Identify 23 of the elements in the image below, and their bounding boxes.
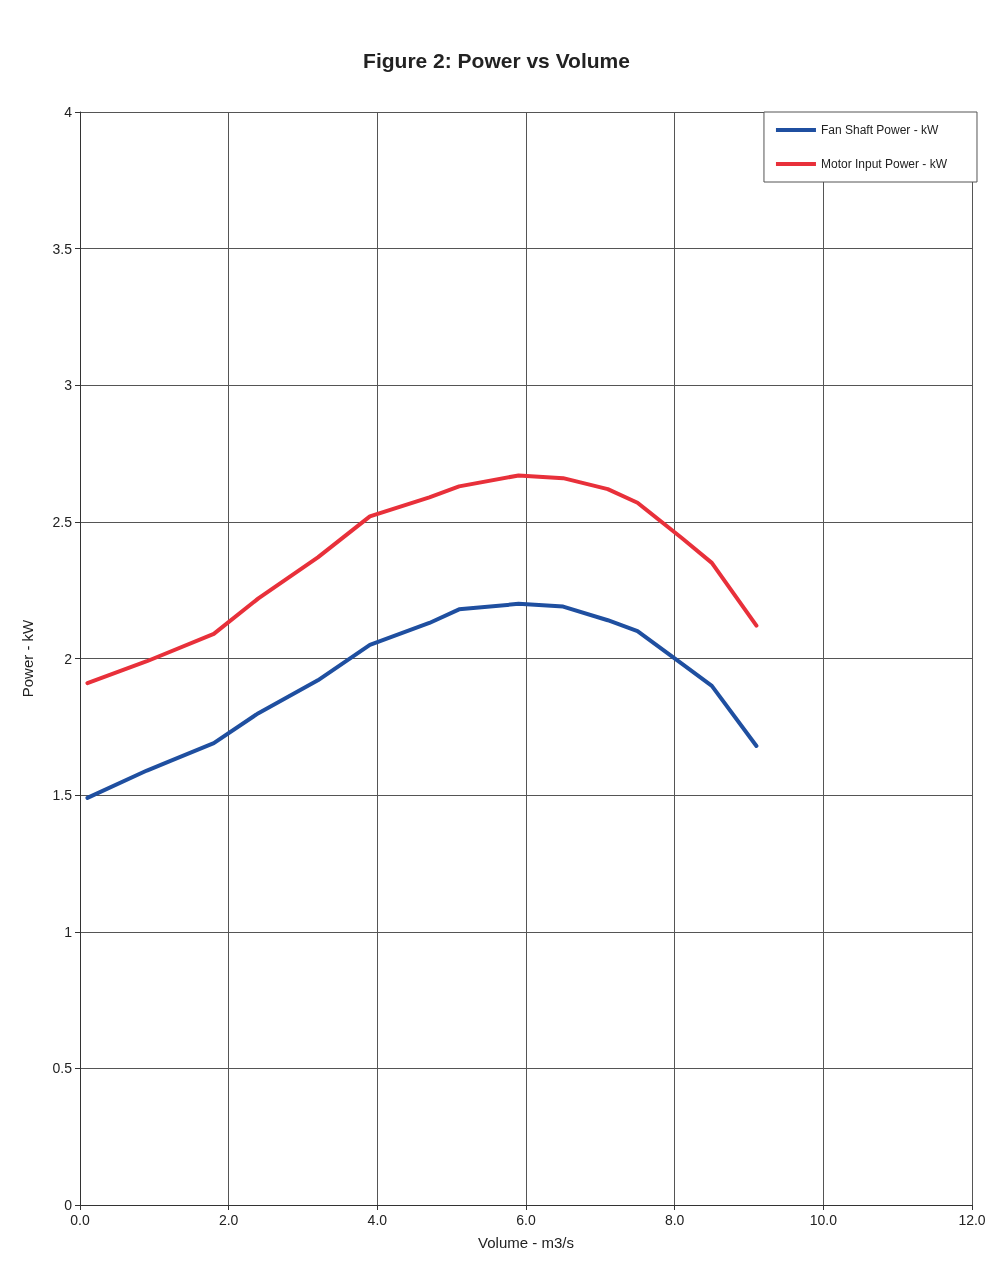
x-tick-label: 12.0 bbox=[958, 1212, 986, 1228]
chart-title: Figure 2: Power vs Volume bbox=[363, 49, 630, 72]
y-tick-label: 0.5 bbox=[52, 1060, 73, 1077]
x-axis-title: Volume - m3/s bbox=[478, 1234, 574, 1251]
y-tick-label: 4 bbox=[64, 104, 73, 120]
legend-label: Fan Shaft Power - kW bbox=[820, 123, 940, 137]
line-series bbox=[85, 473, 759, 686]
y-tick-label: 0 bbox=[64, 1197, 73, 1213]
x-tick-label: 0.0 bbox=[70, 1212, 90, 1228]
y-tick-label: 3 bbox=[64, 377, 73, 394]
line-series bbox=[85, 601, 759, 800]
y-tick-label: 2.5 bbox=[52, 513, 73, 530]
y-tick-label: 3.5 bbox=[52, 240, 73, 257]
x-tick-label: 2.0 bbox=[218, 1212, 239, 1228]
x-tick-label: 10.0 bbox=[809, 1212, 838, 1228]
y-tick-label: 1.5 bbox=[52, 787, 73, 804]
y-axis-title: Power - kW bbox=[19, 618, 36, 698]
x-tick-label: 4.0 bbox=[367, 1212, 388, 1228]
y-tick-label: 1 bbox=[64, 923, 73, 940]
x-tick-label: 6.0 bbox=[516, 1212, 536, 1228]
legend-label: Motor Input Power - kW bbox=[820, 157, 948, 171]
y-tick-label: 2 bbox=[64, 650, 73, 667]
x-tick-label: 8.0 bbox=[664, 1212, 685, 1228]
